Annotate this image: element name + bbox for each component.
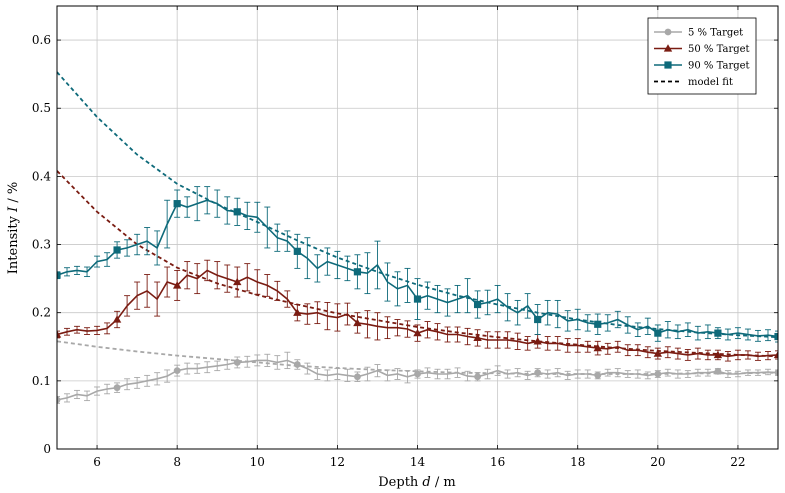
data-point-90-target bbox=[473, 300, 482, 309]
data-point-50-target bbox=[713, 350, 723, 359]
error-bar-90-target bbox=[775, 330, 778, 343]
data-point-90-target bbox=[353, 268, 362, 276]
data-point-5-target bbox=[233, 359, 241, 366]
x-tick-label: 6 bbox=[93, 455, 101, 469]
data-point-50-target bbox=[233, 277, 242, 286]
x-axis-label: Depth d / m bbox=[378, 475, 455, 490]
data-point-50-target bbox=[593, 343, 602, 352]
legend: 5 % Target 50 % Target 90 % Target model fi… bbox=[647, 17, 757, 95]
data-point-90-target bbox=[293, 247, 301, 255]
x-tick-label: 20 bbox=[650, 455, 665, 469]
data-point-90-target bbox=[534, 315, 542, 324]
data-point-5-target bbox=[293, 361, 301, 368]
x-tick-label: 14 bbox=[410, 455, 426, 469]
x-tick-label: 8 bbox=[173, 455, 181, 469]
data-point-90-target bbox=[233, 208, 241, 216]
data-point-5-target bbox=[113, 384, 121, 392]
data-point-5-target bbox=[774, 369, 778, 377]
data-point-5-target bbox=[474, 373, 481, 381]
y-tick-label: 0.2 bbox=[32, 306, 51, 320]
axis-ticks bbox=[57, 6, 778, 450]
legend-marker bbox=[664, 61, 672, 69]
data-point-5-target bbox=[654, 370, 662, 378]
data-point-90-target bbox=[594, 320, 602, 328]
data-point-90-target bbox=[113, 246, 121, 254]
legend-label: 90 % Target bbox=[688, 61, 750, 72]
data-point-50-target bbox=[353, 318, 362, 327]
data-point-50-target bbox=[773, 350, 778, 359]
data-point-50-target bbox=[112, 315, 122, 323]
y-tick-label: 0 bbox=[43, 442, 51, 456]
data-point-50-target bbox=[413, 328, 422, 337]
data-point-50-target bbox=[653, 349, 663, 357]
y-tick-label: 0.5 bbox=[32, 101, 51, 115]
legend-entry-model-fit: model fit bbox=[654, 77, 733, 88]
data-point-5-target bbox=[414, 370, 421, 378]
error-bar-50-target bbox=[775, 350, 778, 360]
data-point-50-target bbox=[293, 308, 302, 316]
data-point-90-target bbox=[714, 329, 722, 337]
x-tick-labels: 6 8 10 12 14 16 18 20 22 bbox=[93, 455, 745, 469]
data-point-50-target bbox=[533, 337, 542, 345]
x-tick-label: 10 bbox=[250, 455, 265, 469]
y-tick-label: 0.4 bbox=[32, 169, 51, 183]
error-bar-50-target bbox=[57, 330, 60, 339]
data-point-90-target bbox=[173, 200, 181, 208]
data-point-5-target bbox=[173, 367, 181, 375]
model-fit-line bbox=[57, 71, 778, 339]
legend-label: 50 % Target bbox=[688, 44, 750, 55]
y-tick-labels: 0 0.1 0.2 0.3 0.4 0.5 0.6 bbox=[32, 33, 51, 456]
series-markers bbox=[57, 200, 778, 404]
data-point-50-target bbox=[473, 333, 482, 342]
data-point-50-target bbox=[57, 330, 62, 338]
data-point-90-target bbox=[774, 332, 778, 341]
legend-marker bbox=[663, 44, 673, 52]
x-tick-label: 12 bbox=[330, 455, 345, 469]
data-point-5-target bbox=[534, 369, 542, 377]
data-point-5-target bbox=[594, 371, 602, 379]
data-point-5-target bbox=[57, 396, 61, 404]
y-tick-label: 0.1 bbox=[32, 374, 51, 388]
legend-entry-50-target: 50 % Target bbox=[654, 44, 750, 55]
plot-frame bbox=[56, 5, 779, 450]
x-tick-label: 22 bbox=[730, 455, 745, 469]
legend-entry-90-target: 90 % Target bbox=[654, 61, 750, 72]
legend-marker bbox=[664, 28, 672, 36]
legend-label: model fit bbox=[688, 77, 733, 88]
y-tick-label: 0.3 bbox=[32, 238, 51, 252]
legend-label: 5 % Target bbox=[688, 28, 743, 39]
data-point-5-target bbox=[354, 373, 361, 381]
x-tick-label: 16 bbox=[490, 455, 505, 469]
data-point-50-target bbox=[172, 281, 182, 289]
data-point-90-target bbox=[654, 329, 662, 337]
data-point-90-target bbox=[57, 271, 61, 279]
y-tick-label: 0.6 bbox=[32, 33, 51, 47]
legend-entry-5-target: 5 % Target bbox=[654, 28, 743, 39]
x-tick-label: 18 bbox=[570, 455, 585, 469]
data-point-5-target bbox=[714, 367, 722, 375]
y-axis-label: Intensity I / % bbox=[6, 182, 21, 274]
error-bar-5-target bbox=[57, 396, 60, 404]
data-point-90-target bbox=[413, 295, 422, 303]
